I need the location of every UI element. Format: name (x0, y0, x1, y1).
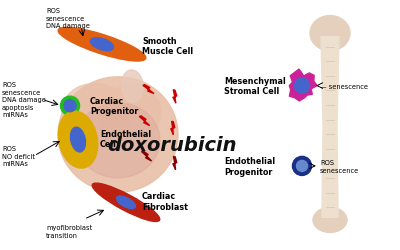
Text: ROS
senescence: ROS senescence (320, 160, 359, 173)
Ellipse shape (313, 208, 347, 233)
Polygon shape (143, 85, 154, 94)
Circle shape (60, 97, 80, 116)
Ellipse shape (92, 184, 160, 222)
Polygon shape (173, 90, 177, 104)
Text: Smooth
Muscle Cell: Smooth Muscle Cell (142, 36, 193, 56)
Ellipse shape (122, 71, 143, 103)
Polygon shape (171, 122, 175, 135)
Text: — senescence: — senescence (320, 83, 368, 89)
Ellipse shape (99, 86, 161, 142)
Polygon shape (142, 152, 152, 161)
Text: myofibroblast
transition: myofibroblast transition (46, 224, 92, 238)
Ellipse shape (62, 84, 131, 144)
Polygon shape (321, 38, 339, 218)
Circle shape (292, 157, 312, 176)
Text: Endothelial
Progenitor: Endothelial Progenitor (224, 156, 275, 176)
Ellipse shape (310, 16, 350, 51)
Text: ROS
NO deficit
miRNAs: ROS NO deficit miRNAs (2, 146, 35, 167)
Circle shape (294, 79, 310, 94)
Polygon shape (173, 157, 177, 170)
Text: Endothelial
Cell: Endothelial Cell (100, 129, 151, 148)
Ellipse shape (90, 38, 114, 52)
Ellipse shape (116, 196, 136, 209)
Text: Cardiac
Progenitor: Cardiac Progenitor (90, 96, 138, 116)
Circle shape (296, 161, 308, 172)
Polygon shape (139, 116, 150, 126)
Ellipse shape (58, 28, 146, 62)
Polygon shape (289, 70, 317, 102)
Text: doxorubicin: doxorubicin (107, 136, 237, 154)
Ellipse shape (70, 128, 86, 152)
Ellipse shape (76, 103, 160, 178)
Ellipse shape (58, 112, 98, 168)
Text: ROS
senescence
DNA damage: ROS senescence DNA damage (46, 8, 90, 29)
Text: ROS
senescence
DNA damage
apoptosis
miRNAs: ROS senescence DNA damage apoptosis miRN… (2, 82, 46, 118)
Text: Mesenchymal
Stromal Cell: Mesenchymal Stromal Cell (224, 76, 286, 96)
Circle shape (64, 100, 76, 112)
Text: Cardiac
Fibroblast: Cardiac Fibroblast (142, 192, 188, 211)
Ellipse shape (58, 78, 178, 192)
